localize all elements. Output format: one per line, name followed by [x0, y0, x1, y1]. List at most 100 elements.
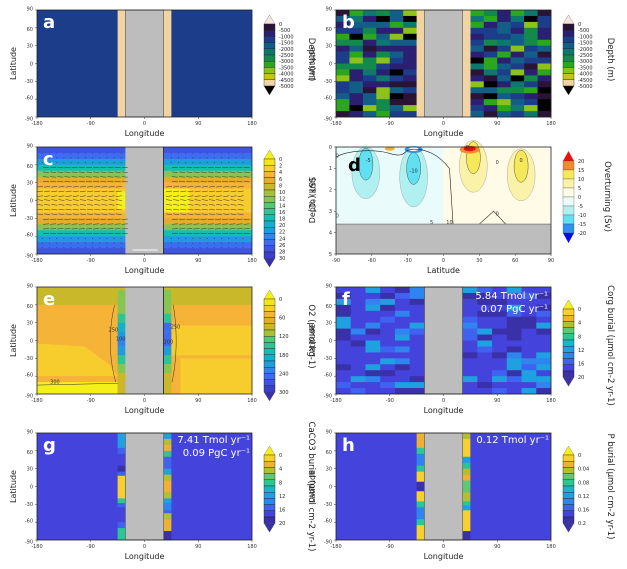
burial-cell: [380, 304, 396, 312]
depth-cell: [510, 15, 525, 23]
colorbar-segment: [263, 342, 276, 349]
burial-cell: [365, 370, 381, 377]
depth-cell: [362, 39, 377, 46]
y-tick-label: -30: [324, 502, 332, 508]
burial-cell: [506, 334, 522, 341]
burial-cell: [380, 388, 396, 395]
depth-cell: [336, 10, 350, 17]
colorbar-segment: [263, 385, 276, 393]
colorbar-tick-label: 8: [279, 183, 282, 189]
o2-band-east: [163, 325, 252, 356]
burial-cell: [409, 346, 425, 353]
x-tick-label: 180: [247, 544, 257, 550]
x-tick-label: -60: [368, 258, 376, 264]
depth-cell: [376, 81, 391, 88]
colorbar-tick-label: -1500: [578, 41, 593, 47]
burial-cell: [477, 310, 493, 318]
depth-cell: [524, 93, 538, 100]
colorbar-segment: [562, 42, 575, 49]
burial-cell: [394, 322, 410, 329]
burial-cell: [365, 322, 381, 329]
colorbar-segment: [263, 73, 276, 80]
depth-cell: [524, 39, 538, 46]
depth-cell: [537, 63, 552, 70]
burial-cell: [492, 310, 508, 318]
burial-cell: [492, 292, 508, 300]
colorbar-label: Overturning (Sv): [602, 161, 612, 232]
x-axis-label: Longitude: [424, 406, 464, 415]
wind-vector: [237, 213, 244, 215]
shelf-burial-cell: [462, 438, 471, 457]
x-tick-label: 90: [548, 258, 554, 264]
colorbar-segment: [263, 30, 276, 37]
depth-cell: [524, 51, 538, 58]
shelf-burial-cell: [117, 498, 126, 504]
wind-vector: [108, 190, 115, 193]
o2-margin-cell: [163, 355, 172, 365]
burial-cell: [536, 346, 552, 353]
wind-vector: [208, 190, 216, 193]
wind-vector: [194, 199, 201, 201]
burial-cell: [394, 287, 410, 294]
burial-cell: [336, 287, 352, 294]
colorbar-extend-top: [562, 445, 575, 456]
x-tick-label: -180: [31, 544, 42, 550]
y-tick-label: 90: [326, 6, 332, 12]
depth-cell: [403, 99, 417, 106]
panel-h: -180 -90 0 90 1809060300-30-60-90LongitudeLa…: [308, 429, 615, 561]
colorbar-label: P burial (µmol cm-2 yr-1): [605, 434, 615, 540]
wind-vector: [165, 213, 173, 215]
colorbar-segment: [263, 485, 276, 493]
o2-margin-cell: [163, 331, 172, 338]
y-tick-label: -60: [25, 518, 33, 524]
depth-cell: [510, 75, 525, 82]
burial-cell: [536, 340, 552, 347]
y-tick-label: 30: [326, 320, 332, 326]
depth-cell: [389, 69, 404, 76]
y-tick-label: -90: [324, 539, 332, 545]
wind-vector: [65, 204, 72, 206]
colorbar-segment: [562, 321, 575, 328]
colorbar-segment: [562, 205, 575, 216]
burial-cell: [521, 340, 537, 347]
contour-label: 0: [336, 154, 339, 160]
shelf-burial-cell: [117, 447, 126, 455]
shelf-burial-cell: [416, 433, 425, 449]
burial-cell: [350, 310, 366, 318]
colorbar-segment: [562, 492, 575, 499]
shelf-burial-cell: [416, 453, 425, 466]
wind-vector: [58, 208, 65, 211]
burial-cell: [380, 310, 396, 318]
depth-cell: [537, 69, 552, 76]
wind-vector: [230, 208, 237, 211]
colorbar-tick-label: 240: [279, 371, 289, 377]
burial-cell: [506, 310, 522, 318]
y-tick-label: 5: [329, 252, 332, 258]
burial-cell: [380, 346, 396, 353]
depth-cell: [362, 51, 377, 58]
burial-cell: [536, 292, 552, 300]
depth-cell: [362, 69, 377, 76]
shelf-burial-cell: [117, 433, 126, 449]
burial-cell: [477, 292, 493, 300]
wind-vector: [223, 213, 230, 215]
wind-vector: [216, 204, 223, 206]
colorbar-segment: [263, 48, 276, 56]
x-axis-label: Longitude: [125, 129, 165, 138]
burial-cell: [409, 334, 425, 341]
colorbar-segment: [263, 467, 276, 474]
y-tick-label: 30: [27, 180, 33, 186]
depth-cell: [376, 33, 391, 41]
shelf-burial-cell: [117, 453, 126, 466]
depth-cell: [389, 51, 404, 58]
burial-cell: [336, 316, 352, 323]
depth-cell: [403, 33, 417, 41]
burial-cell: [536, 382, 552, 389]
wind-vector: [201, 204, 208, 206]
wind-vector: [165, 190, 173, 193]
burial-cell: [477, 358, 493, 365]
burial-cell: [521, 352, 537, 359]
wind-vector: [237, 190, 244, 193]
wind-vector: [79, 195, 87, 197]
wind-vector: [65, 199, 72, 201]
